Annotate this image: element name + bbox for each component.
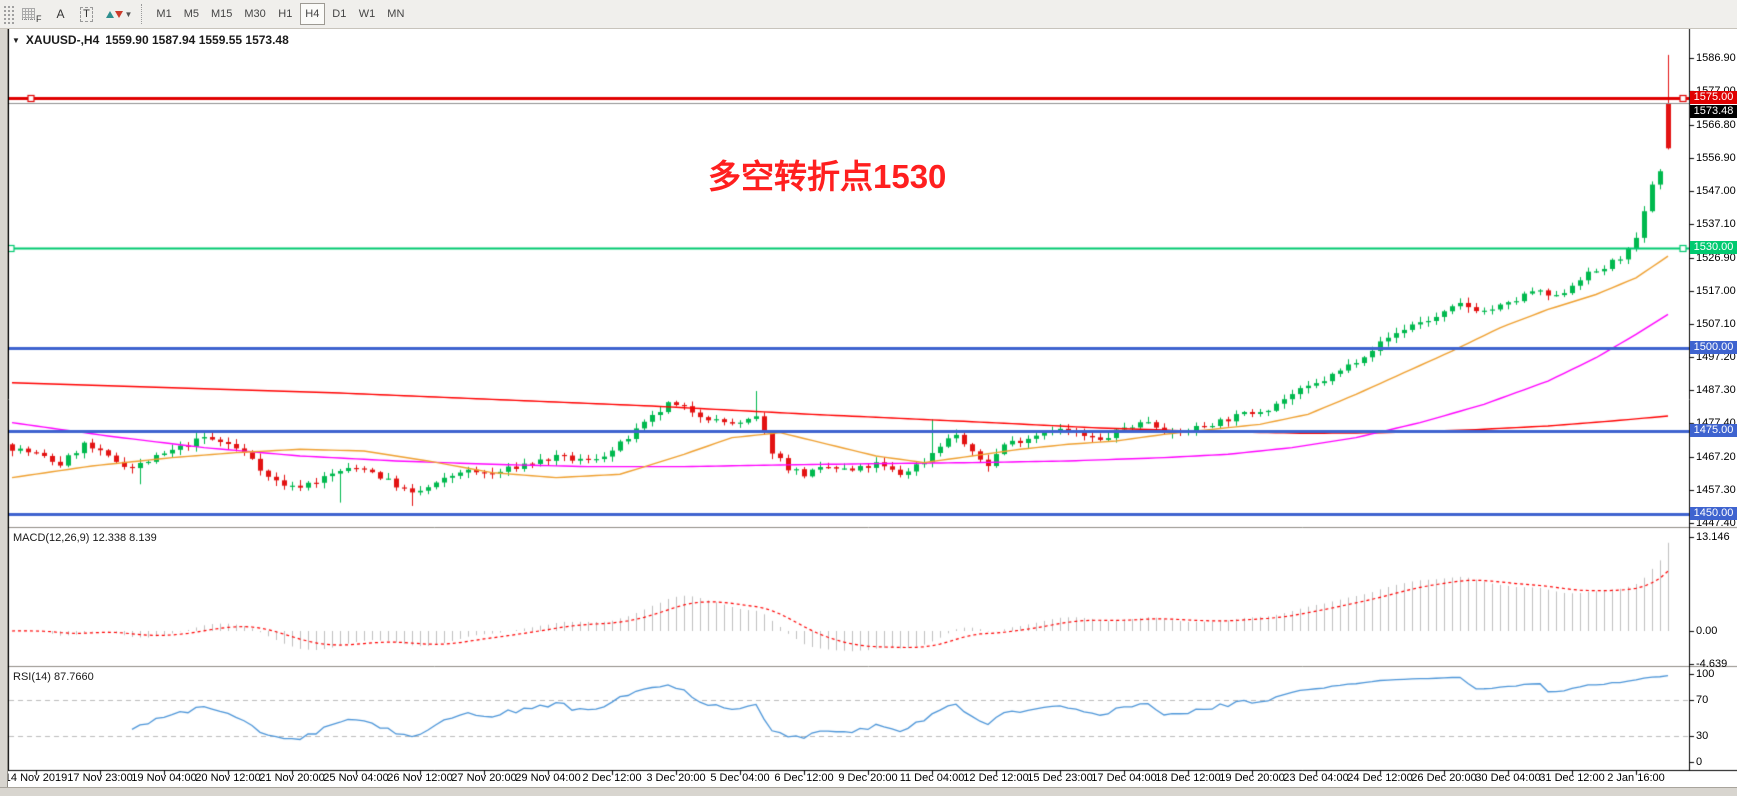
timeframe-button-h4[interactable]: H4 xyxy=(299,3,325,25)
symbol-period-label: XAUUSD-,H4 xyxy=(25,33,100,47)
time-axis-label: 17 Nov 23:00 xyxy=(67,772,133,784)
text-tool-button[interactable]: T xyxy=(75,3,99,25)
rsi-tick-label: 70 xyxy=(1696,694,1709,707)
timeframe-button-m30[interactable]: M30 xyxy=(239,3,270,25)
rsi-tick-label: 100 xyxy=(1696,668,1715,680)
text-t-icon: T xyxy=(80,6,93,22)
timeframe-button-m5[interactable]: M5 xyxy=(179,3,204,25)
timeframe-button-m15[interactable]: M15 xyxy=(206,3,237,25)
price-tick-label: 1497.20 xyxy=(1696,351,1736,364)
price-tick-label: 1537.10 xyxy=(1696,218,1736,231)
time-axis-label: 23 Dec 04:00 xyxy=(1283,772,1349,784)
time-axis-label: 9 Dec 20:00 xyxy=(838,772,898,784)
time-axis-label: 3 Dec 20:00 xyxy=(646,772,706,784)
time-axis-label: 15 Dec 23:00 xyxy=(1027,772,1093,784)
time-axis-label: 2 Dec 12:00 xyxy=(582,772,642,784)
window-left-edge xyxy=(0,28,8,796)
macd-tick-label: 0.00 xyxy=(1696,625,1718,637)
time-axis-label: 19 Nov 04:00 xyxy=(131,772,197,784)
price-tick-label: 1517.00 xyxy=(1696,285,1736,298)
price-tick-label: 1547.00 xyxy=(1696,185,1736,198)
chart-text-annotation[interactable]: 多空转折点1530 xyxy=(708,158,947,195)
time-axis-label: 27 Nov 20:00 xyxy=(451,772,517,784)
timeframe-button-h1[interactable]: H1 xyxy=(273,3,298,25)
timeframe-button-w1[interactable]: W1 xyxy=(354,3,381,25)
down-triangle-icon xyxy=(114,10,123,18)
macd-tick-label: 13.146 xyxy=(1696,531,1730,543)
letter-a-icon: A xyxy=(56,7,65,21)
price-line-badge: 1500.00 xyxy=(1690,340,1737,354)
time-axis-label: 17 Dec 04:00 xyxy=(1091,772,1157,784)
time-axis-label: 14 Nov 2019 xyxy=(4,772,68,784)
time-axis-label: 24 Dec 12:00 xyxy=(1347,772,1413,784)
grid-icon xyxy=(22,8,35,20)
timeframe-button-mn[interactable]: MN xyxy=(382,3,409,25)
timeframe-button-m1[interactable]: M1 xyxy=(151,3,176,25)
symbol-dropdown-icon[interactable]: ▼ xyxy=(12,35,20,45)
time-axis-label: 29 Nov 04:00 xyxy=(515,772,581,784)
price-tick-label: 1487.30 xyxy=(1696,384,1736,397)
time-axis-label: 26 Dec 20:00 xyxy=(1411,772,1477,784)
time-axis-label: 19 Dec 20:00 xyxy=(1219,772,1285,784)
window-bottom-edge[interactable] xyxy=(0,787,1737,796)
profile-letter: F xyxy=(36,14,42,24)
time-axis-label: 31 Dec 12:00 xyxy=(1539,772,1605,784)
price-tick-label: 1507.10 xyxy=(1696,318,1736,331)
time-axis-label: 30 Dec 04:00 xyxy=(1475,772,1541,784)
price-tick-label: 1566.80 xyxy=(1696,119,1736,132)
time-axis-label: 21 Nov 20:00 xyxy=(259,772,325,784)
price-line-badge: 1475.00 xyxy=(1690,424,1737,437)
timeframe-button-group: M1 M5 M15 M30 H1 H4 D1 W1 MN xyxy=(150,3,410,25)
toolbar-grip[interactable] xyxy=(2,4,16,24)
price-tick-label: 1526.90 xyxy=(1696,252,1736,265)
macd-indicator-label: MACD(12,26,9) 12.338 8.139 xyxy=(13,532,157,544)
rsi-indicator-label: RSI(14) 87.7660 xyxy=(13,671,94,683)
rsi-tick-label: 30 xyxy=(1696,729,1709,742)
current-price-badge: 1573.48 xyxy=(1690,104,1737,118)
time-axis-label: 5 Dec 04:00 xyxy=(710,772,770,784)
time-axis-label: 6 Dec 12:00 xyxy=(774,772,834,784)
toolbar: F A T ▼ M1 M5 M15 M30 H1 H4 D1 W1 MN xyxy=(0,0,1737,29)
price-tick-label: 1586.90 xyxy=(1696,52,1736,65)
up-triangle-icon xyxy=(105,10,114,18)
ohlc-quote-label: 1559.90 1587.94 1559.55 1573.48 xyxy=(105,33,289,47)
timeframe-button-d1[interactable]: D1 xyxy=(327,3,352,25)
chart-title-bar: ▼ XAUUSD-,H4 1559.90 1587.94 1559.55 157… xyxy=(12,33,289,47)
price-tick-label: 1467.20 xyxy=(1696,450,1736,463)
price-line-badge: 1530.00 xyxy=(1690,240,1737,254)
price-line-badge: 1575.00 xyxy=(1690,91,1737,104)
profile-grid-icon-button[interactable]: F xyxy=(17,3,47,25)
toolbar-separator xyxy=(141,4,147,24)
time-axis-label: 26 Nov 12:00 xyxy=(387,772,453,784)
chevron-down-icon: ▼ xyxy=(124,9,133,19)
time-axis-label: 20 Nov 12:00 xyxy=(195,772,261,784)
time-axis-label: 12 Dec 12:00 xyxy=(963,772,1029,784)
time-axis-label: 11 Dec 04:00 xyxy=(899,772,965,784)
time-axis-label: 2 Jan 16:00 xyxy=(1607,772,1665,784)
rsi-tick-label: 0 xyxy=(1696,756,1703,768)
price-tick-label: 1556.90 xyxy=(1696,152,1736,165)
time-axis-label: 18 Dec 12:00 xyxy=(1155,772,1221,784)
price-line-badge: 1450.00 xyxy=(1690,507,1737,521)
arrow-tool-button[interactable]: A xyxy=(49,3,73,25)
arrange-windows-button[interactable]: ▼ xyxy=(101,3,138,25)
macd-tick-label: -4.639 xyxy=(1696,658,1728,671)
price-tick-label: 1457.30 xyxy=(1696,483,1736,496)
time-axis-label: 25 Nov 04:00 xyxy=(323,772,389,784)
